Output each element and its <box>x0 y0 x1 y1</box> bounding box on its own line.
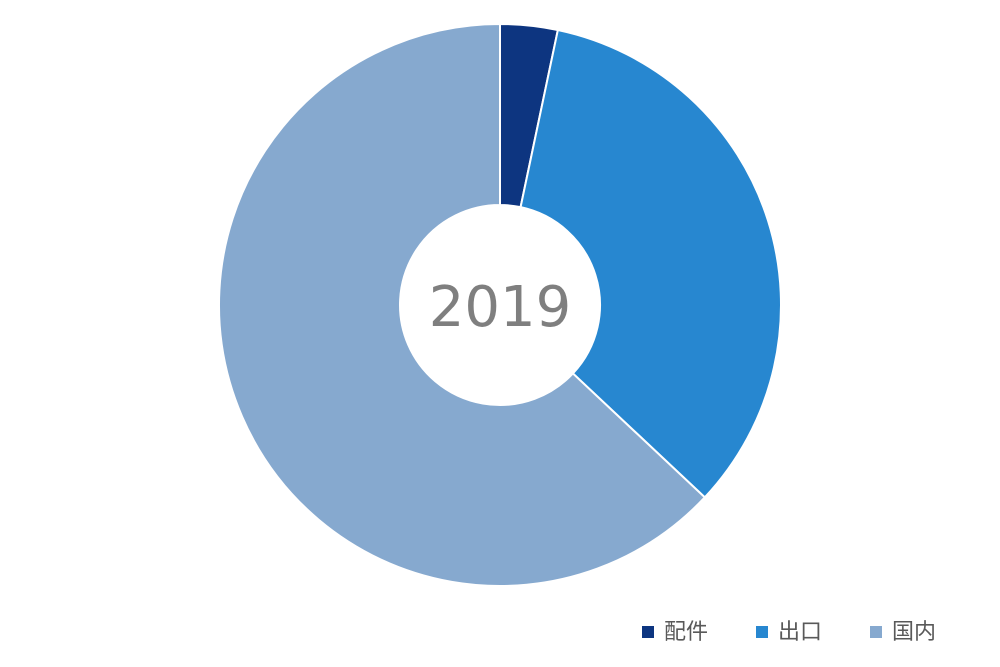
donut-segment <box>218 22 707 587</box>
legend-swatch <box>756 626 768 638</box>
donut-segment <box>519 28 782 499</box>
legend-label: 出口 <box>778 620 822 645</box>
legend-swatch <box>870 626 882 638</box>
legend-swatch <box>642 626 654 638</box>
center-title: 2019 <box>429 275 572 340</box>
legend-label: 配件 <box>664 620 708 645</box>
legend-label: 国内 <box>892 620 936 645</box>
